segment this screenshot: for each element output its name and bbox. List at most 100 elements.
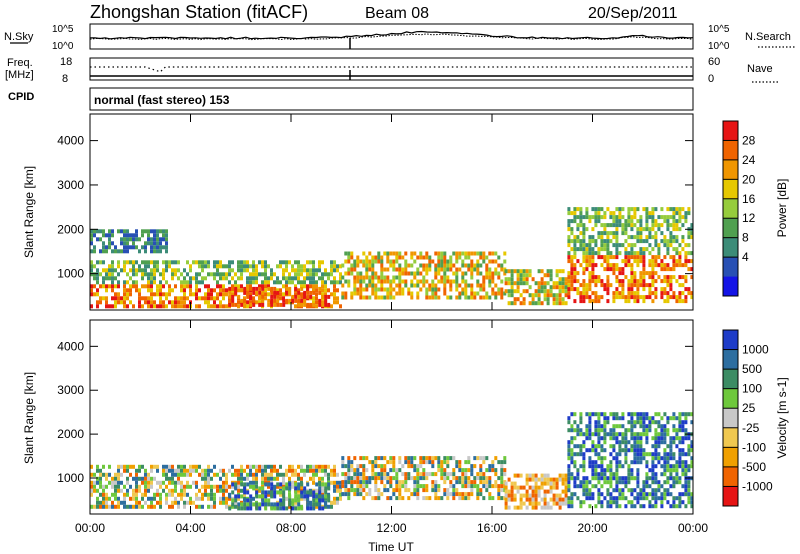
colorbar-segment (723, 218, 738, 239)
echo-cell (204, 276, 207, 281)
echo-cell (500, 263, 504, 268)
echo-cell (398, 291, 402, 296)
echo-cell (249, 272, 252, 277)
echo-cell (147, 288, 150, 293)
echo-cell (663, 472, 667, 477)
echo-cell (503, 456, 507, 461)
echo-cell (642, 259, 646, 264)
echo-cell (458, 480, 462, 485)
echo-cell (410, 263, 414, 268)
echo-cell (507, 281, 511, 286)
echo-cell (303, 294, 307, 299)
echo-cell (522, 269, 526, 274)
echo-cell (666, 239, 670, 244)
echo-cell (627, 263, 631, 268)
echo-cell (612, 448, 616, 453)
echo-cell (479, 464, 483, 469)
echo-cell (404, 271, 408, 276)
echo-cell (162, 233, 165, 238)
echo-cell (519, 273, 523, 278)
echo-cell (371, 468, 375, 473)
y-tick-label: 1000 (57, 267, 84, 281)
echo-cell (255, 484, 258, 489)
echo-cell (267, 302, 271, 307)
echo-cell (362, 488, 366, 493)
echo-cell (552, 485, 556, 490)
echo-cell (144, 500, 147, 505)
echo-cell (612, 424, 616, 429)
echo-cell (630, 416, 634, 421)
echo-cell (362, 496, 366, 501)
echo-cell (467, 476, 471, 481)
echo-cell (147, 496, 150, 501)
echo-cell (147, 300, 150, 305)
echo-cell (510, 489, 514, 494)
echo-cell (651, 227, 655, 232)
echo-cell (648, 416, 652, 421)
colorbar-tick-label: 12 (742, 211, 756, 225)
echo-cell (482, 295, 486, 300)
echo-cell (407, 488, 411, 493)
echo-cell (356, 287, 360, 292)
echo-cell (603, 412, 607, 417)
echo-cell (99, 472, 102, 477)
echo-cell (585, 287, 589, 292)
echo-cell (630, 207, 634, 212)
echo-cell (648, 215, 652, 220)
echo-cell (312, 276, 315, 281)
echo-cell (207, 264, 210, 269)
echo-cell (594, 468, 598, 473)
echo-cell (654, 432, 658, 437)
echo-cell (621, 223, 625, 228)
echo-cell (651, 496, 655, 501)
echo-cell (681, 472, 685, 477)
echo-cell (615, 255, 619, 260)
echo-cell (279, 484, 282, 489)
echo-cell (374, 488, 378, 493)
echo-cell (141, 260, 144, 265)
echo-cell (159, 504, 162, 509)
echo-cell (129, 288, 132, 293)
echo-cell (488, 468, 492, 473)
echo-cell (666, 291, 670, 296)
echo-cell (392, 295, 396, 300)
echo-cell (240, 272, 243, 277)
echo-cell (255, 468, 258, 473)
echo-cell (261, 260, 264, 265)
echo-cell (234, 504, 237, 509)
echo-cell (249, 276, 252, 281)
echo-cell (582, 440, 586, 445)
echo-cell (531, 297, 535, 302)
echo-cell (138, 288, 141, 293)
echo-cell (543, 497, 547, 502)
echo-cell (588, 420, 592, 425)
echo-cell (621, 440, 625, 445)
echo-cell (303, 276, 306, 281)
echo-cell (306, 464, 309, 469)
echo-cell (434, 456, 438, 461)
echo-cell (282, 472, 285, 477)
echo-cell (183, 292, 186, 297)
echo-cell (153, 492, 156, 497)
echo-cell (111, 264, 114, 269)
echo-cell (407, 287, 411, 292)
echo-cell (630, 476, 634, 481)
echo-cell (410, 456, 414, 461)
echo-cell (126, 304, 129, 309)
echo-cell (321, 468, 324, 473)
echo-cell (416, 488, 420, 493)
echo-cell (180, 304, 183, 309)
echo-cell (141, 304, 144, 309)
echo-cell (467, 267, 471, 272)
echo-cell (216, 280, 219, 285)
echo-cell (588, 239, 592, 244)
echo-cell (639, 295, 643, 300)
echo-cell (485, 291, 489, 296)
echo-cell (525, 277, 529, 282)
echo-cell (627, 448, 631, 453)
echo-cell (675, 223, 679, 228)
echo-cell (189, 276, 192, 281)
echo-cell (306, 494, 310, 499)
echo-cell (350, 488, 354, 493)
echo-cell (651, 468, 655, 473)
